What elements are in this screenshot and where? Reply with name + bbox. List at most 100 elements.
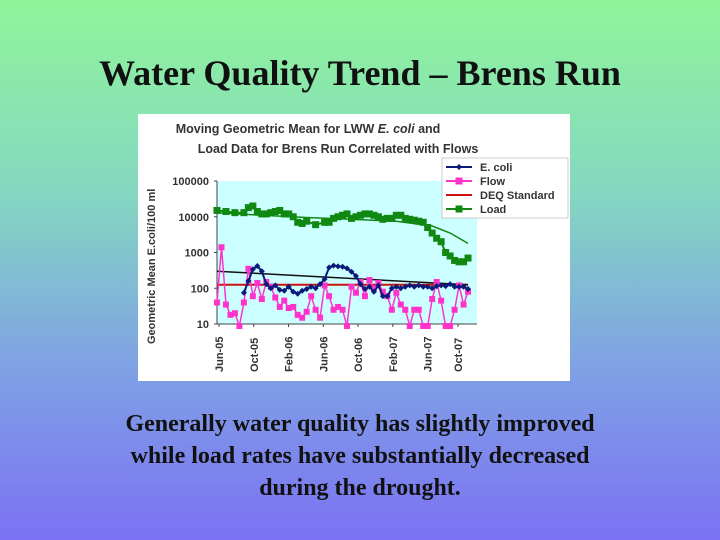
- load-point: [339, 211, 347, 219]
- ecoli-point: [352, 273, 359, 280]
- flow-point: [321, 282, 328, 289]
- flow-point: [272, 294, 279, 301]
- legend-label-ecoli: E. coli: [480, 162, 512, 174]
- plot-area: 10 100 1000 10000 100000 Jun-05 Oct-05 Feb-06 Ju…: [172, 176, 477, 372]
- ecoli-point: [397, 285, 404, 292]
- load-point: [303, 217, 311, 225]
- load-point: [424, 224, 432, 232]
- flow-point: [402, 306, 409, 313]
- flow-point: [254, 280, 261, 287]
- legend-label-load: Load: [480, 204, 506, 216]
- x-tick-label: Feb-07: [388, 337, 400, 372]
- flow-point: [326, 293, 333, 300]
- ecoli-point: [335, 263, 342, 270]
- flow-point: [406, 323, 413, 329]
- load-trend-line: [216, 211, 469, 245]
- x-tick-label: Feb-06: [284, 337, 296, 372]
- ecoli-point: [393, 283, 400, 290]
- x-tick-label: Jun-07: [423, 337, 435, 372]
- chart-title-line1: Moving Geometric Mean for LWW E. coli an…: [176, 122, 441, 136]
- ecoli-point: [438, 282, 445, 289]
- y-tick-label: 10000: [178, 212, 209, 224]
- ecoli-point: [424, 283, 431, 290]
- x-tick-label: Oct-05: [249, 338, 261, 372]
- load-point: [419, 218, 427, 226]
- load-point: [406, 215, 414, 223]
- load-point: [347, 214, 355, 222]
- flow-point: [317, 314, 324, 321]
- load-point: [392, 211, 400, 219]
- flow-point: [411, 306, 418, 313]
- flow-point: [339, 306, 346, 313]
- flow-point: [344, 323, 350, 329]
- caption-line-1: Generally water quality has slightly imp…: [125, 411, 595, 437]
- load-point: [356, 211, 364, 219]
- load-point: [244, 204, 252, 212]
- y-axis-label: Geometric Mean E.coli/100 ml: [146, 189, 158, 344]
- caption-line-2: while load rates have substantially decr…: [130, 443, 590, 469]
- ecoli-point: [326, 264, 333, 271]
- flow-point: [460, 301, 467, 308]
- load-point: [240, 209, 248, 217]
- ecoli-point: [402, 283, 409, 290]
- ecoli-point: [344, 265, 350, 272]
- x-tick-label: Oct-07: [453, 338, 465, 372]
- flow-point: [330, 306, 337, 313]
- ecoli-point: [433, 283, 440, 290]
- legend-marker-flow: [455, 177, 463, 185]
- flow-point: [348, 283, 355, 290]
- load-point: [433, 234, 441, 242]
- load-point: [285, 210, 293, 218]
- load-point: [312, 221, 320, 229]
- flow-point: [388, 306, 395, 313]
- flow-point: [308, 293, 315, 300]
- load-point: [280, 210, 288, 218]
- ecoli-point: [451, 283, 458, 290]
- load-point: [397, 211, 405, 219]
- legend-label-deq: DEQ Standard: [480, 190, 555, 202]
- flow-point: [366, 277, 373, 284]
- load-point: [401, 214, 409, 222]
- flow-point: [249, 293, 256, 300]
- ecoli-point: [267, 285, 274, 292]
- ecoli-point: [245, 277, 252, 284]
- ecoli-point: [249, 266, 256, 273]
- legend-label-flow: Flow: [480, 176, 505, 188]
- load-point: [334, 213, 342, 221]
- flow-point: [285, 305, 292, 312]
- slide-title: Water Quality Trend – Brens Run: [99, 53, 621, 93]
- flow-point: [442, 323, 449, 329]
- caption-line-3: during the drought.: [259, 475, 461, 501]
- ecoli-point: [456, 283, 463, 290]
- load-point: [276, 206, 284, 214]
- ecoli-point: [317, 281, 324, 288]
- ecoli-point: [348, 268, 355, 275]
- chart-panel: Moving Geometric Mean for LWW E. coli an…: [138, 114, 570, 381]
- legend-marker-ecoli: [456, 164, 462, 170]
- ecoli-point: [388, 285, 395, 292]
- load-point: [410, 216, 418, 224]
- load-point: [271, 208, 279, 216]
- flow-point: [281, 297, 288, 304]
- ecoli-point: [330, 262, 337, 269]
- ecoli-point: [281, 287, 288, 294]
- ecoli-point: [290, 288, 297, 295]
- load-point: [249, 202, 257, 210]
- load-point: [262, 210, 270, 218]
- load-point: [352, 213, 360, 221]
- load-point: [374, 213, 382, 221]
- flow-point: [218, 244, 225, 251]
- flow-point: [294, 311, 301, 318]
- ecoli-point: [361, 286, 368, 293]
- ecoli-point: [375, 282, 382, 289]
- y-tick-label: 10: [197, 319, 209, 331]
- load-point: [370, 211, 378, 219]
- flow-point: [335, 303, 342, 310]
- ecoli-point: [240, 289, 247, 296]
- flow-point: [231, 310, 238, 317]
- ecoli-point: [312, 285, 319, 292]
- flow-point: [352, 289, 359, 296]
- flow-point: [415, 306, 422, 313]
- ecoli-point: [370, 288, 377, 295]
- ecoli-trend-line: [216, 270, 469, 286]
